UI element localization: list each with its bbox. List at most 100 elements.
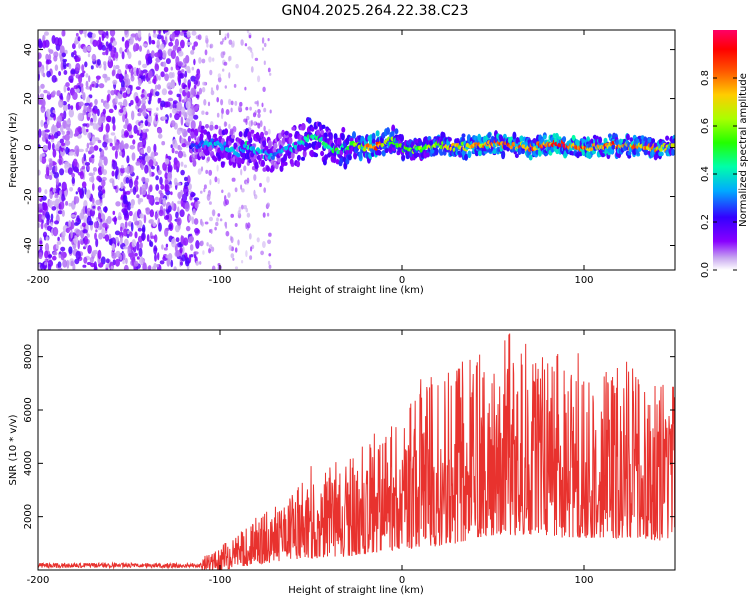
spectrogram-noise-cell [73, 166, 79, 173]
spectrogram-noise-cell [142, 97, 146, 101]
spectrogram-noise-cell [115, 201, 121, 207]
spectrogram-noise-cell [170, 144, 173, 149]
x-tick-label: -100 [209, 275, 232, 286]
spectrogram-noise-cell [113, 185, 117, 190]
spectrogram-noise-cell [164, 228, 169, 237]
spectrogram-noise-cell [182, 246, 185, 253]
spectrogram-ridge-cell [499, 137, 504, 142]
spectrogram-noise-cell [147, 55, 153, 65]
spectrogram-noise-cell [253, 121, 256, 125]
spectrogram-noise-cell [184, 181, 190, 187]
spectrogram-noise-cell [123, 238, 129, 246]
spectrogram-ridge-cell [247, 131, 252, 140]
spectrogram-noise-cell [122, 99, 128, 108]
spectrogram-noise-cell [205, 169, 209, 174]
spectrogram-ridge-cell [200, 125, 205, 130]
spectrogram-noise-cell [187, 69, 191, 74]
spectrogram-ridge-cell [316, 129, 321, 137]
spectrogram-noise-cell [50, 135, 55, 140]
chart-title: GN04.2025.264.22.38.C23 [282, 3, 469, 19]
spectrogram-noise-cell [266, 212, 270, 217]
spectrogram-noise-cell [92, 183, 95, 191]
spectrogram-noise-cell [112, 40, 117, 46]
spectrogram-noise-cell [269, 109, 272, 114]
spectrogram-noise-cell [262, 86, 266, 93]
spectrogram-noise-cell [140, 149, 145, 154]
spectrogram-noise-cell [40, 119, 44, 128]
spectrogram-noise-cell [241, 204, 244, 210]
spectrogram-noise-cell [133, 260, 139, 267]
spectrogram-noise-cell [73, 222, 79, 226]
spectrogram-noise-cell [208, 56, 212, 63]
spectrogram-noise-cell [210, 228, 213, 235]
spectrogram-y-label: Frequency (Hz) [8, 112, 19, 188]
spectrogram-ridge-cell [348, 149, 353, 155]
spectrogram-noise-cell [110, 59, 113, 67]
spectrogram-noise-cell [256, 100, 259, 107]
spectrogram-noise-cell [99, 193, 103, 200]
spectrogram-noise-cell [137, 197, 141, 205]
spectrogram-noise-cell [245, 106, 249, 111]
spectrogram-noise-cell [125, 118, 129, 126]
spectrogram-noise-cell [152, 222, 157, 227]
spectrogram-noise-cell [141, 138, 147, 147]
spectrogram-noise-cell [171, 147, 175, 154]
snr-y-label: SNR (10 * v/v) [8, 414, 19, 485]
spectrogram-noise-cell [92, 111, 96, 121]
spectrogram-noise-cell [222, 38, 225, 43]
spectrogram-noise-cell [44, 262, 47, 266]
spectrogram-noise-cell [68, 246, 73, 254]
spectrogram-noise-cell [241, 188, 245, 193]
spectrogram-noise-cell [57, 267, 63, 270]
spectrogram-noise-cell [249, 255, 253, 260]
spectrogram-noise-cell [262, 241, 266, 248]
spectrogram-noise-cell [136, 241, 140, 251]
spectrogram-noise-cell [72, 158, 78, 168]
spectrogram-noise-cell [44, 223, 48, 229]
spectrogram-noise-cell [193, 105, 199, 111]
spectrogram-ridge-cell [302, 149, 307, 158]
spectrogram-noise-cell [82, 92, 86, 101]
spectrogram-noise-cell [44, 31, 49, 36]
spectrogram-noise-cell [45, 236, 49, 241]
spectrogram-noise-cell [219, 218, 223, 222]
spectrogram-noise-cell [217, 213, 221, 217]
spectrogram-noise-cell [230, 100, 234, 106]
spectrogram-noise-cell [168, 90, 173, 95]
spectrogram-noise-cell [187, 135, 191, 143]
spectrogram-noise-cell [228, 55, 232, 61]
spectrogram-noise-cell [84, 205, 88, 215]
spectrogram-noise-cell [269, 72, 272, 76]
spectrogram-noise-cell [204, 221, 209, 225]
colorbar-tick-label: 0.6 [700, 118, 711, 134]
spectrogram-noise-cell [148, 100, 151, 105]
spectrogram-noise-cell [84, 31, 87, 38]
spectrogram-noise-cell [48, 174, 53, 181]
spectrogram-noise-cell [111, 170, 115, 177]
spectrogram-noise-cell [62, 60, 67, 69]
colorbar-tick-label: 0.0 [700, 262, 711, 278]
spectrogram-noise-cell [219, 41, 224, 45]
spectrogram-noise-cell [101, 33, 105, 42]
spectrogram-noise-cell [138, 121, 141, 127]
spectrogram-noise-cell [94, 232, 97, 240]
spectrogram-noise-cell [249, 106, 252, 111]
spectrogram-noise-cell [86, 261, 92, 266]
colorbar-tick-label: 0.2 [700, 214, 711, 230]
spectrogram-noise-cell [202, 81, 206, 86]
spectrogram-noise-cell [89, 146, 95, 154]
spectrogram-noise-cell [38, 169, 41, 176]
spectrogram-noise-cell [186, 31, 191, 38]
spectrogram-ridge-cell [464, 153, 468, 161]
spectrogram-noise-cell [134, 231, 138, 239]
spectrogram-noise-cell [161, 141, 166, 146]
spectrogram-noise-cell [225, 225, 228, 229]
x-tick-label: 0 [399, 275, 405, 286]
spectrogram-noise-cell [57, 37, 63, 47]
spectrogram-noise-cell [160, 43, 165, 50]
spectrogram-ridge-cell [281, 157, 286, 163]
spectrogram-noise-cell [42, 72, 46, 78]
spectrogram-noise-cell [82, 123, 88, 127]
spectrogram-ridge-cell [296, 154, 301, 161]
